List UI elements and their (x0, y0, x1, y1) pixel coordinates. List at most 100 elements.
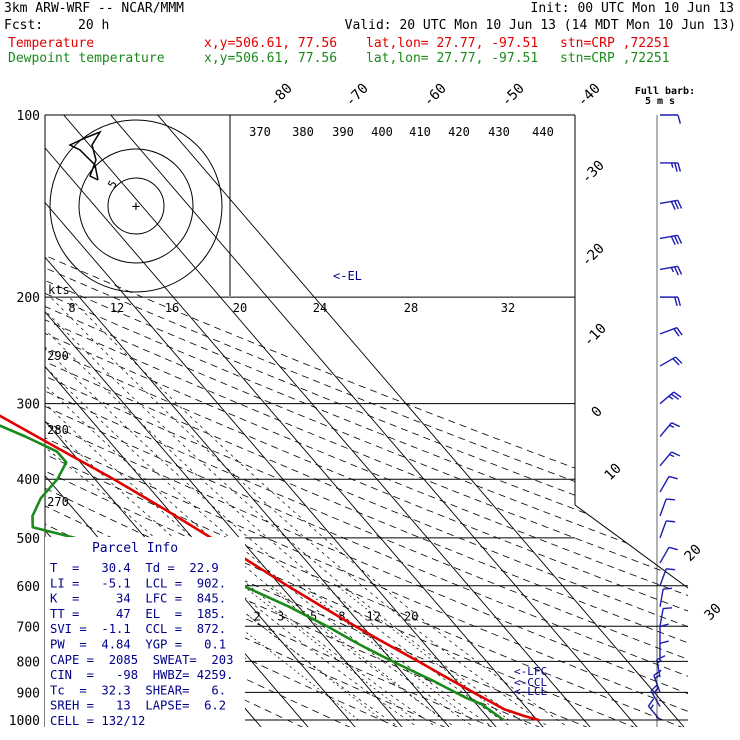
lfc-marker: <-CCL (514, 676, 547, 689)
mixing-ratio-label: 12 (366, 609, 380, 623)
theta-label: 370 (249, 125, 271, 139)
wind-speed-unit: kts (48, 283, 70, 297)
barb-legend-unit: 5 m s (645, 96, 675, 107)
mixing-ratio-line (270, 585, 444, 721)
mixing-ratio-label: 20 (404, 609, 418, 623)
isotherm-label: 20 (682, 542, 705, 565)
dewpoint-curve (0, 424, 505, 722)
barb-staff (659, 588, 664, 607)
dry-adiabat (45, 127, 688, 727)
parcel-info-row: PW = 4.84 YGP = 0.1 (50, 638, 226, 652)
wind-speed-label: 28 (404, 301, 418, 315)
barb-flag (666, 498, 676, 501)
isotherm-label: -30 (579, 158, 608, 187)
barb-flag (670, 162, 674, 168)
barb-flag (669, 453, 675, 458)
mixing-ratio-line (336, 585, 510, 721)
barb-flag (677, 266, 683, 275)
barb-flag (668, 475, 678, 480)
isotherm (45, 115, 549, 727)
theta-label: 440 (532, 125, 554, 139)
wind-barb (650, 684, 661, 707)
barb-flag (673, 266, 679, 276)
barb-flag (673, 328, 680, 337)
barb-flag (670, 236, 676, 245)
wind-barb (659, 546, 678, 564)
wind-barb (659, 199, 683, 210)
wind-barb (659, 520, 676, 539)
wind-barbs (647, 114, 683, 727)
mixing-ratio-label: 2 (254, 609, 261, 623)
barb-flag (677, 162, 682, 172)
temperature-legend: Temperature (8, 36, 95, 51)
parcel-info-row: CAPE = 2085 SWEAT= 203 (50, 653, 233, 667)
barb-flag (675, 356, 683, 364)
theta-label: 390 (332, 125, 354, 139)
barb-flag (677, 296, 682, 306)
barb-staff (659, 498, 667, 517)
pressure-label-700: 700 (17, 620, 40, 635)
barb-flag (666, 568, 676, 571)
barb-flag (670, 393, 680, 400)
lfc-marker: <-LFC (514, 665, 547, 678)
barb-legend-title: Full barb: (635, 86, 695, 97)
mixing-ratio-label: 5 (310, 609, 317, 623)
barb-flag (674, 162, 678, 172)
hodograph-ring (78, 148, 194, 264)
barb-flag (677, 114, 682, 124)
valid-time: Valid: 20 UTC Mon 10 Jun 13 (14 MDT Mon … (344, 18, 736, 33)
hodograph-trace (68, 130, 102, 181)
wind-barb (659, 356, 683, 367)
wind-barb (659, 498, 676, 517)
dry-adiabat (45, 127, 649, 727)
barb-staff (659, 568, 667, 587)
theta-label: 420 (448, 125, 470, 139)
pressure-label-100: 100 (17, 109, 40, 124)
pressure-label-800: 800 (17, 655, 40, 670)
dry-adiabat-label: 290 (47, 349, 69, 363)
mixing-ratio-label: 3 (277, 609, 284, 623)
dewpoint-legend: Dewpoint temperature (8, 51, 165, 66)
model-title: 3km ARW-WRF -- NCAR/MMM (4, 1, 185, 16)
wind-barb (659, 475, 678, 493)
parcel-info-row: K = 34 LFC = 845. (50, 592, 226, 606)
barb-flag (676, 327, 683, 336)
isotherm-label: -50 (499, 81, 528, 110)
wind-barb (660, 114, 682, 124)
parcel-info-box: Parcel Info T = 30.4 Td = 22.9LI = -5.1 L… (45, 537, 245, 728)
barb-flag (663, 587, 673, 590)
parcel-info-row: LI = -5.1 LCL = 902. (50, 576, 226, 590)
wind-barb (659, 265, 683, 276)
dry-adiabat (45, 127, 688, 727)
barb-flag (647, 698, 655, 707)
wind-barb (647, 698, 661, 721)
theta-label: 380 (292, 125, 314, 139)
barb-flag (668, 546, 678, 551)
parcel-info-row: T = 30.4 Td = 22.9 (50, 561, 219, 575)
pressure-label-300: 300 (17, 398, 40, 413)
el-marker: <-EL (333, 269, 362, 283)
dry-adiabat-label: 270 (47, 495, 69, 509)
dry-adiabat (45, 127, 688, 727)
isotherm (45, 115, 455, 727)
parcel-info-row: CIN = -98 HWBZ= 4259. (50, 668, 233, 682)
init-time: Init: 00 UTC Mon 10 Jun 13 (530, 1, 735, 16)
barb-flag (674, 296, 678, 306)
wind-barb (659, 607, 673, 627)
isotherm-label: -80 (267, 81, 296, 110)
barb-flag (673, 235, 679, 245)
hodograph: 5+ (49, 119, 223, 293)
dewpoint-xy: x,y=506.61, 77.56 (204, 51, 338, 66)
isotherm-label: -40 (575, 81, 604, 110)
mixing-ratio-label: 8 (338, 609, 345, 623)
temperature-xy: x,y=506.61, 77.56 (204, 36, 338, 51)
parcel-info-title: Parcel Info (92, 541, 178, 556)
barb-staff (659, 476, 670, 493)
isotherm (45, 115, 408, 727)
dewpoint-latlon: lat,lon= 27.77, -97.51 (366, 51, 539, 66)
hodograph-center-mark: + (132, 199, 140, 215)
theta-label: 410 (409, 125, 431, 139)
isotherm-label: 10 (602, 461, 625, 484)
isotherm (45, 115, 502, 727)
